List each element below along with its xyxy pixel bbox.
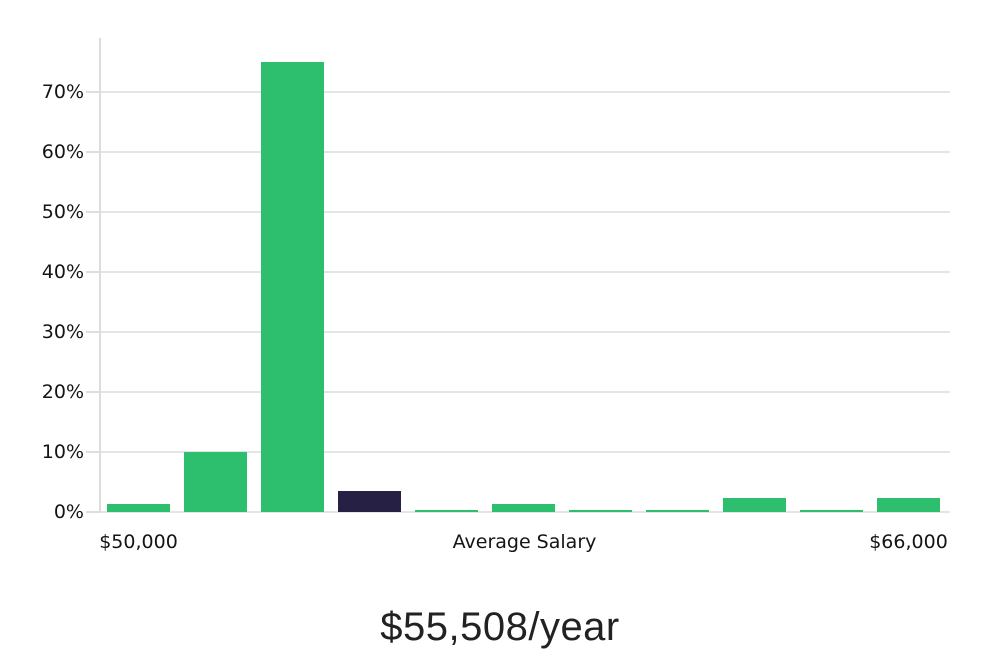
bar	[415, 510, 478, 512]
y-tick-mark	[86, 331, 99, 333]
gridline	[99, 511, 950, 513]
bar	[569, 510, 632, 512]
gridline	[99, 211, 950, 213]
bar	[723, 498, 786, 512]
y-tick-mark	[86, 271, 99, 273]
bar	[492, 504, 555, 512]
y-tick-mark	[86, 391, 99, 393]
y-tick-label: 40%	[41, 261, 84, 283]
y-tick-mark	[86, 151, 99, 153]
bar	[646, 510, 709, 512]
x-label-min-salary: $50,000	[99, 531, 178, 553]
gridline	[99, 451, 950, 453]
y-axis-line	[99, 38, 101, 513]
y-tick-label: 0%	[53, 501, 84, 523]
y-tick-label: 10%	[41, 441, 84, 463]
y-tick-mark	[86, 91, 99, 93]
gridline	[99, 151, 950, 153]
bar	[877, 498, 940, 512]
y-tick-mark	[86, 451, 99, 453]
gridline	[99, 271, 950, 273]
average-salary-bar	[338, 491, 401, 512]
y-tick-mark	[86, 511, 99, 513]
y-tick-label: 20%	[41, 381, 84, 403]
bar	[107, 504, 170, 512]
y-tick-label: 70%	[41, 81, 84, 103]
x-label-axis-title: Average Salary	[452, 531, 597, 553]
gridline	[99, 331, 950, 333]
chart-title: $55,508/year	[380, 605, 620, 649]
y-tick-label: 30%	[41, 321, 84, 343]
bar	[184, 452, 247, 512]
x-label-max-salary: $66,000	[869, 531, 948, 553]
gridline	[99, 391, 950, 393]
bar	[800, 510, 863, 512]
y-tick-label: 50%	[41, 201, 84, 223]
bar	[261, 62, 324, 512]
y-tick-mark	[86, 211, 99, 213]
gridline	[99, 91, 950, 93]
y-tick-label: 60%	[41, 141, 84, 163]
